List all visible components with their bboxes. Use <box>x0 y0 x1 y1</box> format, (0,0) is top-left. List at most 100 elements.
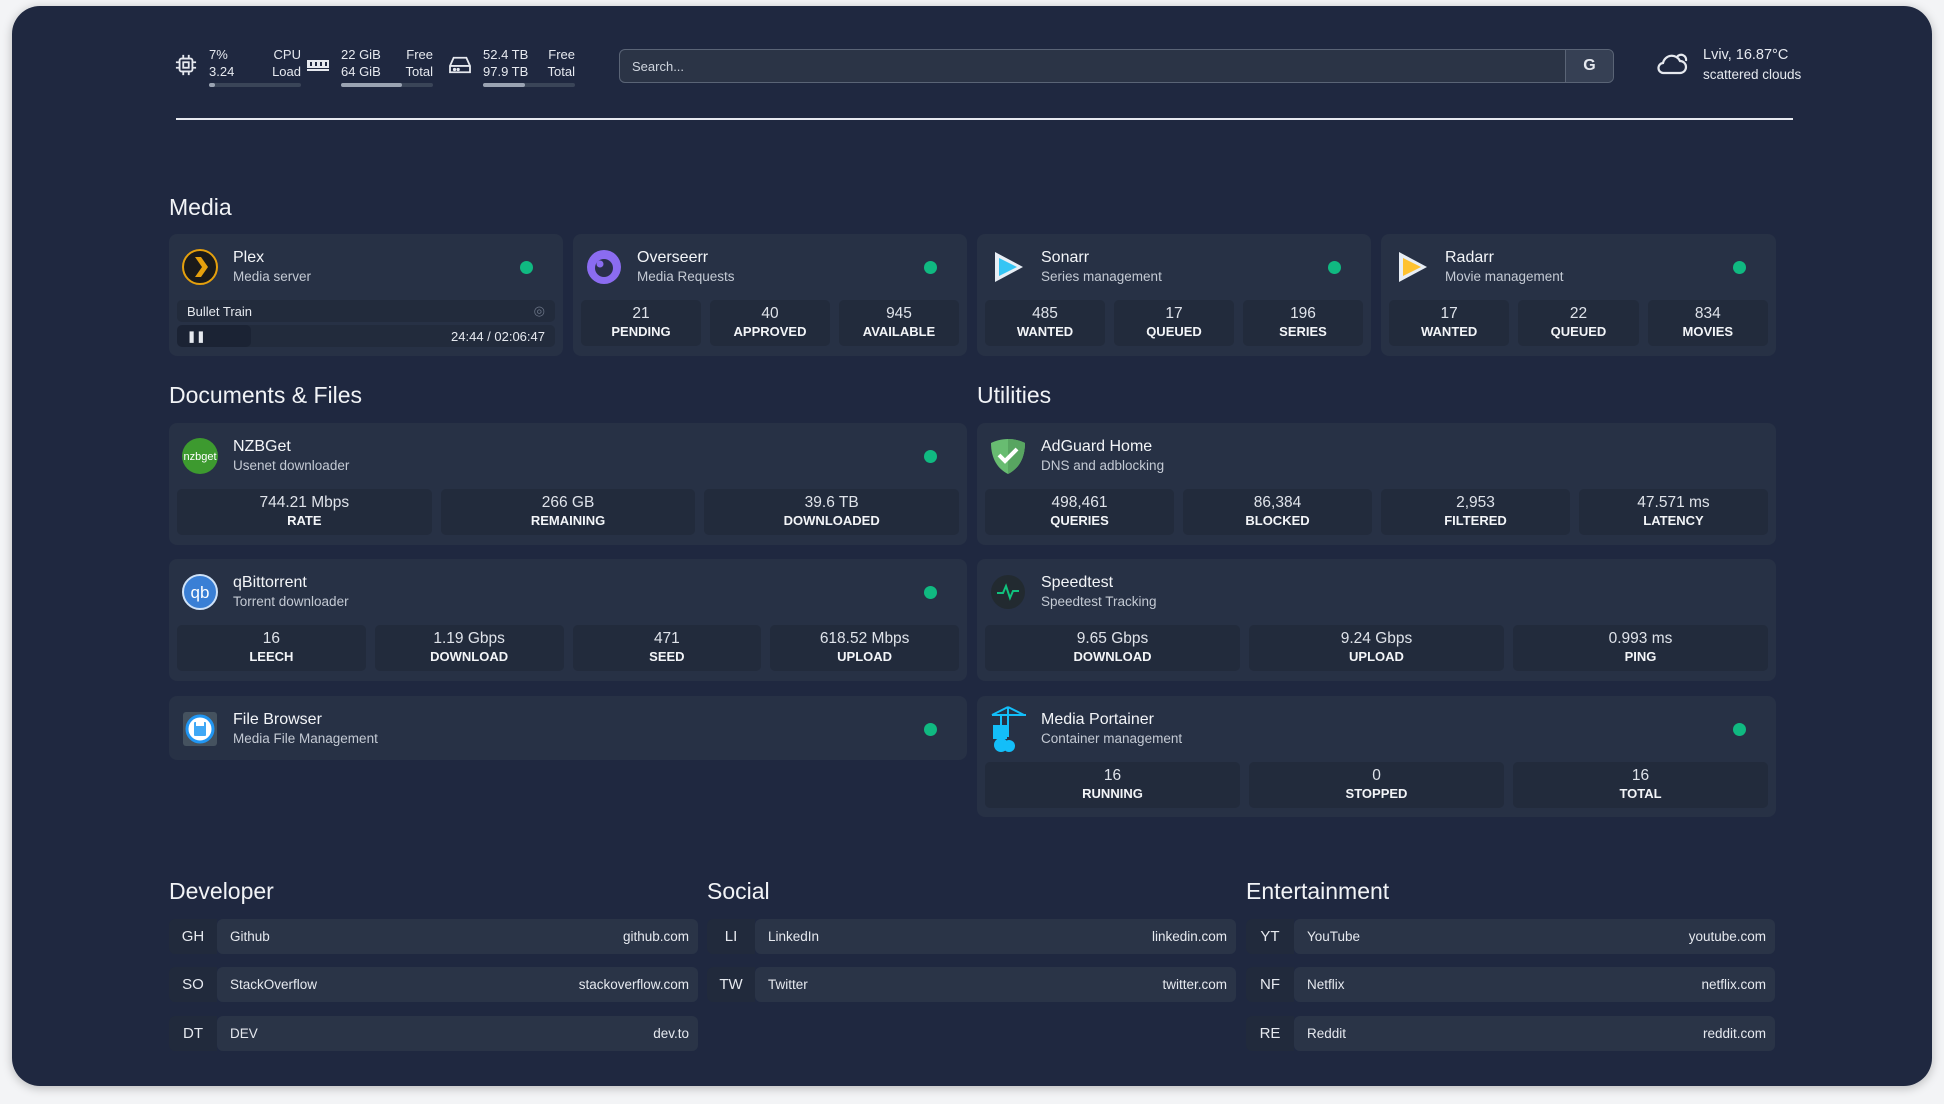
status-indicator <box>924 450 937 463</box>
section-title-utilities: Utilities <box>977 382 1052 408</box>
stat-value: 471 <box>653 630 680 647</box>
section-title-documents: Documents & Files <box>169 382 363 408</box>
bookmark-name: Github <box>230 929 270 944</box>
disk-widget: 52.4 TB 97.9 TB Free Total <box>447 46 575 87</box>
stat-total: 16 TOTAL <box>1513 762 1768 808</box>
playback-progress[interactable]: ❚❚ 24:44 / 02:06:47 <box>177 325 555 347</box>
bookmark-abbr: SO <box>169 967 217 1002</box>
stat-leech: 16 LEECH <box>177 625 366 671</box>
stat-ping: 0.993 ms PING <box>1513 625 1768 671</box>
overseerr-icon <box>585 248 623 286</box>
service-card-qbittorrent[interactable]: qb qBittorrent Torrent downloader 16 LEECH 1.… <box>169 559 967 681</box>
bookmark-url: reddit.com <box>1702 1026 1766 1041</box>
service-subtitle: DNS and adblocking <box>1041 458 1165 473</box>
progress-fill <box>177 325 251 347</box>
memory-total: 64 GiB <box>341 64 381 79</box>
service-subtitle: Media server <box>233 269 312 284</box>
cpu-bar <box>209 83 301 87</box>
bookmark-youtube[interactable]: YT YouTube youtube.com <box>1246 919 1775 954</box>
stat-label: WANTED <box>1016 324 1074 339</box>
stat-label: WANTED <box>1420 324 1478 339</box>
stat-label: LATENCY <box>1643 513 1704 528</box>
stat-label: PENDING <box>611 324 671 339</box>
header-divider <box>176 118 1793 120</box>
stat-wanted: 17 WANTED <box>1389 300 1510 346</box>
stat-label: RUNNING <box>1082 786 1143 801</box>
disk-icon <box>447 52 473 78</box>
service-subtitle: Series management <box>1041 269 1162 284</box>
service-card-nzbget[interactable]: nzbget NZBGet Usenet downloader 744.21 Mbps… <box>169 423 967 545</box>
service-card-adguard[interactable]: AdGuard Home DNS and adblocking 498,461 QUE… <box>977 423 1776 545</box>
cpu-usage: 7% <box>209 47 228 62</box>
bookmark-name: DEV <box>230 1026 258 1041</box>
service-subtitle: Container management <box>1041 731 1183 746</box>
search-input[interactable] <box>620 50 1565 82</box>
stat-label: SERIES <box>1279 324 1327 339</box>
stat-value: 0 <box>1372 767 1381 784</box>
now-playing-row[interactable]: Bullet Train ◎ <box>177 300 555 322</box>
free-label: Free <box>548 47 575 62</box>
service-card-sonarr[interactable]: Sonarr Series management 485 WANTED 17 QUEUED… <box>977 234 1371 356</box>
radarr-icon <box>1393 248 1431 286</box>
bookmark-reddit[interactable]: RE Reddit reddit.com <box>1246 1016 1775 1051</box>
bookmark-name: Netflix <box>1307 977 1345 992</box>
stat-pending: 21 PENDING <box>581 300 701 346</box>
bookmark-abbr: DT <box>169 1016 217 1051</box>
bookmark-abbr: LI <box>707 919 755 954</box>
service-card-plex[interactable]: Plex Media server Bullet Train ◎ ❚❚ 24:44 / … <box>169 234 563 356</box>
bookmark-abbr: RE <box>1246 1016 1294 1051</box>
stat-label: QUEUED <box>1146 324 1202 339</box>
stat-value: 2,953 <box>1456 494 1495 511</box>
pause-icon[interactable]: ❚❚ <box>187 330 206 343</box>
service-title: NZBGet <box>233 438 291 455</box>
service-title: Sonarr <box>1041 249 1090 266</box>
stat-value: 945 <box>886 305 912 322</box>
bookmark-twitter[interactable]: TW Twitter twitter.com <box>707 967 1236 1002</box>
stat-value: 16 <box>262 630 280 647</box>
bookmark-github[interactable]: GH Github github.com <box>169 919 698 954</box>
bookmark-dev[interactable]: DT DEV dev.to <box>169 1016 698 1051</box>
status-indicator <box>924 261 937 274</box>
memory-free: 22 GiB <box>341 47 381 62</box>
cpu-label: CPU <box>273 47 301 62</box>
service-card-portainer[interactable]: Media Portainer Container management 16 RUN… <box>977 696 1776 817</box>
stat-queued: 17 QUEUED <box>1114 300 1234 346</box>
stat-label: DOWNLOAD <box>430 649 509 664</box>
stat-series: 196 SERIES <box>1243 300 1363 346</box>
stat-label: SEED <box>649 649 685 664</box>
stat-upload: 618.52 Mbps UPLOAD <box>770 625 959 671</box>
bookmark-stackoverflow[interactable]: SO StackOverflow stackoverflow.com <box>169 967 698 1002</box>
service-subtitle: Movie management <box>1445 269 1564 284</box>
disk-free: 52.4 TB <box>483 47 529 62</box>
stat-value: 0.993 ms <box>1608 630 1673 647</box>
service-card-overseerr[interactable]: Overseerr Media Requests 21 PENDING 40 APPROV… <box>573 234 967 356</box>
qbittorrent-icon: qb <box>181 573 219 611</box>
bookmark-url: twitter.com <box>1162 977 1227 992</box>
cloud-icon <box>1655 49 1689 82</box>
svg-text:nzbget: nzbget <box>183 451 216 463</box>
status-indicator <box>1328 261 1341 274</box>
stat-stopped: 0 STOPPED <box>1249 762 1504 808</box>
bookmark-url: youtube.com <box>1688 929 1766 944</box>
stat-seed: 471 SEED <box>572 625 762 671</box>
service-card-filebrowser[interactable]: File Browser Media File Management <box>169 696 967 760</box>
now-playing-title: Bullet Train <box>187 303 253 319</box>
service-subtitle: Media Requests <box>637 269 735 284</box>
service-card-radarr[interactable]: Radarr Movie management 17 WANTED 22 QUEUED 83… <box>1381 234 1776 356</box>
bookmark-linkedin[interactable]: LI LinkedIn linkedin.com <box>707 919 1236 954</box>
service-title: Overseerr <box>637 249 709 266</box>
stat-value: 618.52 Mbps <box>819 630 910 647</box>
section-title-social: Social <box>707 878 770 904</box>
stat-value: 834 <box>1694 305 1721 322</box>
stat-rate: 744.21 Mbps RATE <box>177 489 432 535</box>
bookmark-name: Reddit <box>1307 1026 1347 1041</box>
search-provider-button[interactable]: G <box>1565 50 1613 82</box>
service-subtitle: Media File Management <box>233 731 378 746</box>
stat-wanted: 485 WANTED <box>985 300 1105 346</box>
service-card-speedtest[interactable]: Speedtest Speedtest Tracking 9.65 Gbps DOWN… <box>977 559 1776 681</box>
bookmark-netflix[interactable]: NF Netflix netflix.com <box>1246 967 1775 1002</box>
free-label: Free <box>406 47 433 62</box>
stat-available: 945 AVAILABLE <box>839 300 959 346</box>
status-indicator <box>924 723 937 736</box>
stat-value: 86,384 <box>1253 494 1302 511</box>
